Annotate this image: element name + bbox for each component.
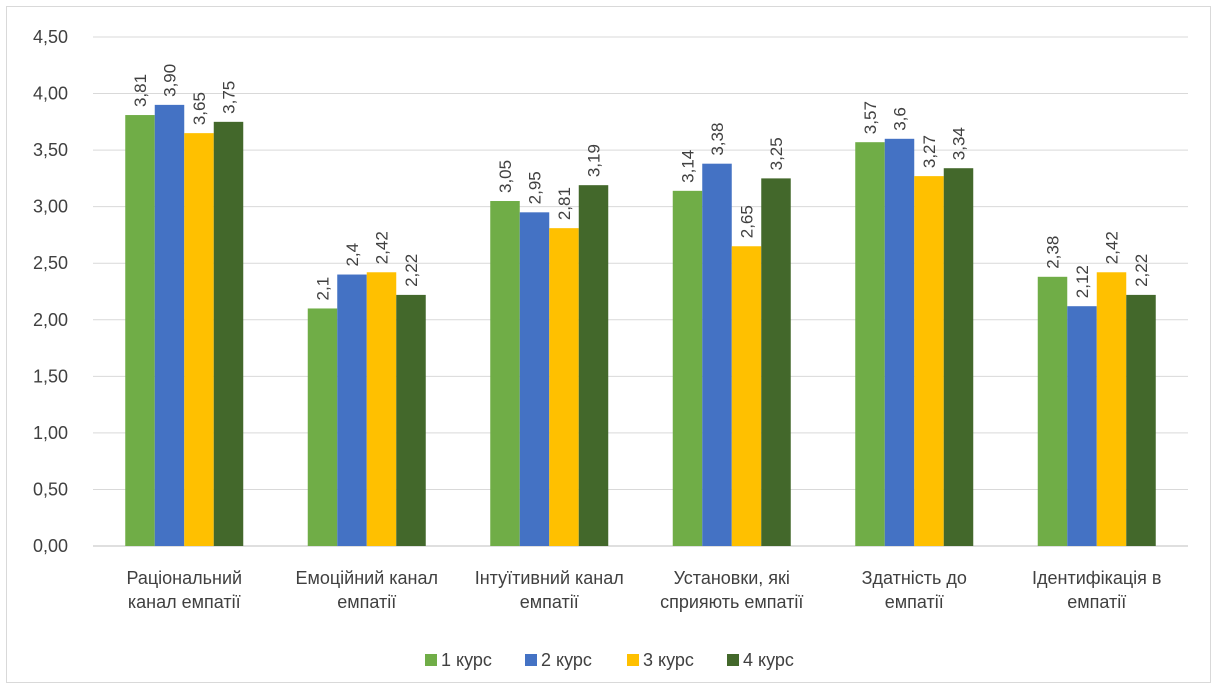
data-label: 2,81 — [555, 187, 574, 220]
bar — [307, 308, 338, 546]
data-label: 2,1 — [314, 277, 333, 301]
y-tick-label: 0,50 — [33, 479, 68, 499]
bar — [337, 274, 367, 546]
category-label: Здатність до — [862, 568, 967, 588]
bar — [549, 228, 579, 546]
data-labels: 3,81 2,1 3,05 3,14 3,57 2,38 3,90 2,4 2,95 3,38 3,… — [131, 64, 1151, 301]
data-label: 2,95 — [526, 171, 545, 204]
bar — [396, 294, 426, 546]
bars — [125, 104, 1156, 547]
bar — [702, 163, 732, 546]
gridlines — [93, 36, 1188, 547]
legend-label: 1 курс — [441, 650, 492, 670]
data-label: 3,57 — [861, 101, 880, 134]
category-label: емпатії — [885, 592, 944, 612]
legend-label: 3 курс — [643, 650, 694, 670]
bar — [125, 115, 155, 547]
data-label: 3,81 — [131, 74, 150, 107]
y-tick-label: 2,00 — [33, 310, 68, 330]
bar — [731, 246, 762, 546]
y-tick-label: 3,50 — [33, 140, 68, 160]
legend-swatch — [525, 654, 537, 666]
legend-label: 2 курс — [541, 650, 592, 670]
data-label: 3,05 — [496, 160, 515, 193]
data-label: 3,19 — [585, 144, 604, 177]
legend-label: 4 курс — [743, 650, 794, 670]
data-label: 2,42 — [373, 231, 392, 264]
bar — [519, 212, 550, 547]
bar — [213, 121, 244, 546]
legend: 1 курс 2 курс 3 курс 4 курс — [425, 650, 794, 670]
y-tick-label: 1,50 — [33, 366, 68, 386]
bar — [761, 178, 791, 546]
category-label: Емоційний канал — [295, 568, 438, 588]
bar — [154, 104, 185, 546]
data-label: 3,6 — [891, 107, 910, 131]
category-label: Ідентифікація в — [1032, 568, 1161, 588]
bar — [1126, 294, 1156, 546]
bar — [490, 201, 520, 546]
bar — [943, 168, 974, 546]
legend-swatch — [627, 654, 639, 666]
bar — [1037, 276, 1068, 546]
category-label: сприяють емпатії — [660, 592, 803, 612]
data-label: 3,27 — [920, 135, 939, 168]
data-label: 2,12 — [1073, 265, 1092, 298]
y-tick-label: 2,50 — [33, 253, 68, 273]
category-label: Раціональний — [126, 568, 242, 588]
y-tick-label: 3,00 — [33, 197, 68, 217]
bar — [578, 185, 609, 547]
data-label: 2,22 — [402, 254, 421, 287]
data-label: 3,38 — [708, 123, 727, 156]
bar — [914, 176, 944, 547]
y-tick-label: 0,00 — [33, 536, 68, 556]
data-label: 3,65 — [190, 92, 209, 125]
bar — [184, 133, 214, 546]
data-label: 3,75 — [220, 81, 239, 114]
category-label: емпатії — [1067, 592, 1126, 612]
bar — [1067, 306, 1097, 546]
y-tick-label: 4,50 — [33, 27, 68, 47]
data-label: 3,34 — [950, 127, 969, 160]
category-label: Установки, які — [674, 568, 790, 588]
data-label: 2,4 — [343, 243, 362, 267]
category-label: Інтуїтивний канал — [475, 568, 624, 588]
bar — [884, 138, 915, 547]
y-tick-label: 4,00 — [33, 84, 68, 104]
data-label: 2,22 — [1132, 254, 1151, 287]
category-labels: Раціональний канал емпатії Емоційний канал… — [126, 568, 1161, 612]
category-label: емпатії — [337, 592, 396, 612]
data-label: 2,65 — [738, 205, 757, 238]
category-label: канал емпатії — [128, 592, 241, 612]
legend-swatch — [727, 654, 739, 666]
bar — [366, 272, 397, 546]
data-label: 2,42 — [1103, 231, 1122, 264]
data-label: 3,25 — [767, 137, 786, 170]
data-label: 3,14 — [679, 150, 698, 183]
data-label: 2,38 — [1044, 236, 1063, 269]
data-label: 3,90 — [161, 64, 180, 97]
bar — [855, 142, 885, 546]
bar — [672, 190, 703, 546]
legend-swatch — [425, 654, 437, 666]
y-axis-ticks: 0,00 0,50 1,00 1,50 2,00 2,50 3,00 3,50 4,00 4,50 — [33, 27, 68, 556]
y-tick-label: 1,00 — [33, 423, 68, 443]
bar — [1096, 272, 1127, 546]
category-label: емпатії — [520, 592, 579, 612]
